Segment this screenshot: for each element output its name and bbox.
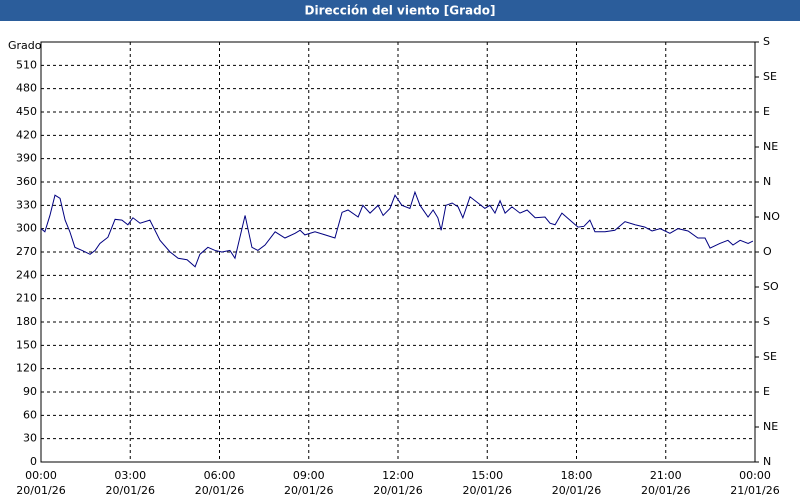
x-tick-label: 00:00 <box>25 469 57 482</box>
y2-tick-label: N <box>763 175 771 188</box>
y-axis-label: Grado <box>8 39 42 52</box>
x-tick-date: 20/01/26 <box>373 484 422 497</box>
y2-tick-label: O <box>763 245 772 258</box>
y-tick-label: 150 <box>16 338 37 351</box>
y2-tick-label: E <box>763 105 770 118</box>
y-tick-label: 90 <box>23 385 37 398</box>
title-bar <box>0 0 800 21</box>
y-tick-label: 210 <box>16 292 37 305</box>
y-tick-label: 450 <box>16 105 37 118</box>
y2-tick-label: S <box>763 35 770 48</box>
y-tick-label: 270 <box>16 245 37 258</box>
y-tick-label: 180 <box>16 315 37 328</box>
y2-tick-label: NO <box>763 210 780 223</box>
x-tick-date: 20/01/26 <box>106 484 155 497</box>
y-tick-label: 480 <box>16 82 37 95</box>
x-tick-date: 20/01/26 <box>284 484 333 497</box>
y-tick-label: 420 <box>16 128 37 141</box>
y2-tick-label: E <box>763 385 770 398</box>
y2-tick-label: SE <box>763 350 777 363</box>
y-tick-label: 300 <box>16 222 37 235</box>
x-tick-label: 12:00 <box>382 469 414 482</box>
x-tick-date: 20/01/26 <box>463 484 512 497</box>
x-tick-label: 00:00 <box>739 469 771 482</box>
y2-tick-label: SE <box>763 70 777 83</box>
x-tick-label: 15:00 <box>471 469 503 482</box>
x-tick-label: 18:00 <box>561 469 593 482</box>
y-tick-label: 120 <box>16 362 37 375</box>
y-tick-label: 510 <box>16 58 37 71</box>
y2-tick-label: N <box>763 455 771 468</box>
x-tick-date: 21/01/26 <box>730 484 779 497</box>
x-tick-label: 09:00 <box>293 469 325 482</box>
x-tick-date: 20/01/26 <box>552 484 601 497</box>
y-tick-label: 0 <box>30 455 37 468</box>
x-tick-label: 03:00 <box>114 469 146 482</box>
x-tick-label: 06:00 <box>204 469 236 482</box>
y-tick-label: 60 <box>23 408 37 421</box>
y-tick-label: 240 <box>16 268 37 281</box>
y2-tick-label: S <box>763 315 770 328</box>
y2-tick-label: NE <box>763 420 778 433</box>
y-tick-label: 330 <box>16 198 37 211</box>
x-tick-date: 20/01/26 <box>195 484 244 497</box>
y-tick-label: 390 <box>16 152 37 165</box>
y-tick-label: 360 <box>16 175 37 188</box>
chart-title: Dirección del viento [Grado] <box>305 4 496 18</box>
data-line <box>40 190 754 268</box>
x-tick-date: 20/01/26 <box>641 484 690 497</box>
y-tick-label: 30 <box>23 432 37 445</box>
x-tick-date: 20/01/26 <box>16 484 65 497</box>
x-tick-label: 21:00 <box>650 469 682 482</box>
y2-tick-label: NE <box>763 140 778 153</box>
y2-tick-label: SO <box>763 280 779 293</box>
